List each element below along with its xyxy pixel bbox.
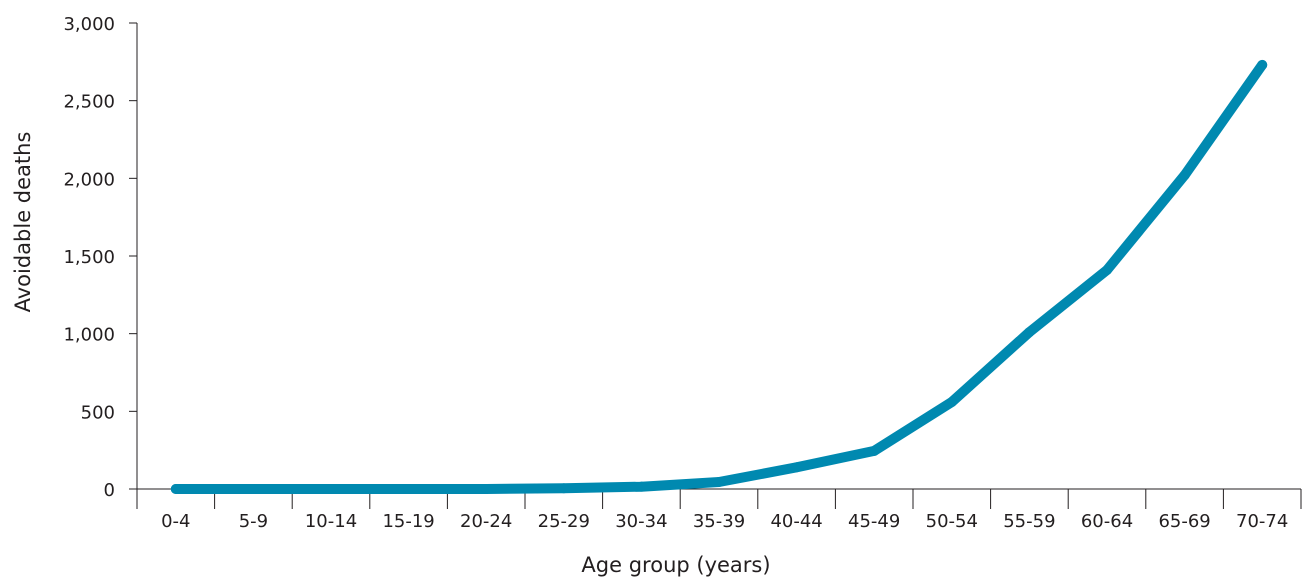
series-line xyxy=(170,59,1268,494)
x-tick-label: 40-44 xyxy=(770,511,822,532)
x-tick-label: 10-14 xyxy=(305,511,357,532)
data-point xyxy=(1102,264,1112,275)
data-point xyxy=(869,445,880,456)
y-tick-label: 3,000 xyxy=(63,14,115,35)
y-axis-title: Avoidable deaths xyxy=(11,132,35,313)
data-point xyxy=(481,484,492,494)
x-tick-label: 55-59 xyxy=(1003,511,1055,532)
data-point xyxy=(714,477,724,488)
data-point xyxy=(791,462,802,473)
x-tick-label: 30-34 xyxy=(615,511,667,532)
y-tick-label: 500 xyxy=(81,402,115,423)
x-tick-label: 25-29 xyxy=(538,511,590,532)
data-point xyxy=(1024,327,1035,338)
y-tick-label: 1,000 xyxy=(63,325,115,346)
x-tick-label: 0-4 xyxy=(161,511,190,532)
x-tick-label: 45-49 xyxy=(848,511,900,532)
data-point xyxy=(403,484,414,494)
x-tick-label: 70-74 xyxy=(1236,511,1288,532)
y-tick-label: 2,500 xyxy=(63,92,115,113)
y-tick-label: 1,500 xyxy=(63,247,115,268)
x-tick-label: 65-69 xyxy=(1158,511,1210,532)
series-layer xyxy=(170,59,1268,494)
x-axis-title: Age group (years) xyxy=(581,553,770,577)
x-tick-label: 50-54 xyxy=(926,511,978,532)
data-point xyxy=(558,483,569,494)
data-point xyxy=(636,481,647,492)
data-point xyxy=(170,484,181,494)
x-axis: 0-4 5-9 10-14 15-19 20-24 25-29 30-34 35-39 40-4… xyxy=(137,488,1302,532)
y-tick-label: 0 xyxy=(104,480,115,501)
x-tick-label: 20-24 xyxy=(460,511,512,532)
data-point xyxy=(1257,59,1268,70)
x-tick-label: 35-39 xyxy=(693,511,745,532)
data-point xyxy=(326,484,336,494)
y-axis: 0 500 1,000 1,500 2,000 2,500 3,000 xyxy=(63,14,138,509)
x-tick-label: 5-9 xyxy=(239,511,268,532)
y-tick-label: 2,000 xyxy=(63,169,115,190)
x-tick-label: 15-19 xyxy=(382,511,434,532)
data-point xyxy=(946,397,957,408)
data-point xyxy=(1179,170,1190,181)
data-point xyxy=(248,484,259,494)
x-tick-label: 60-64 xyxy=(1081,511,1133,532)
